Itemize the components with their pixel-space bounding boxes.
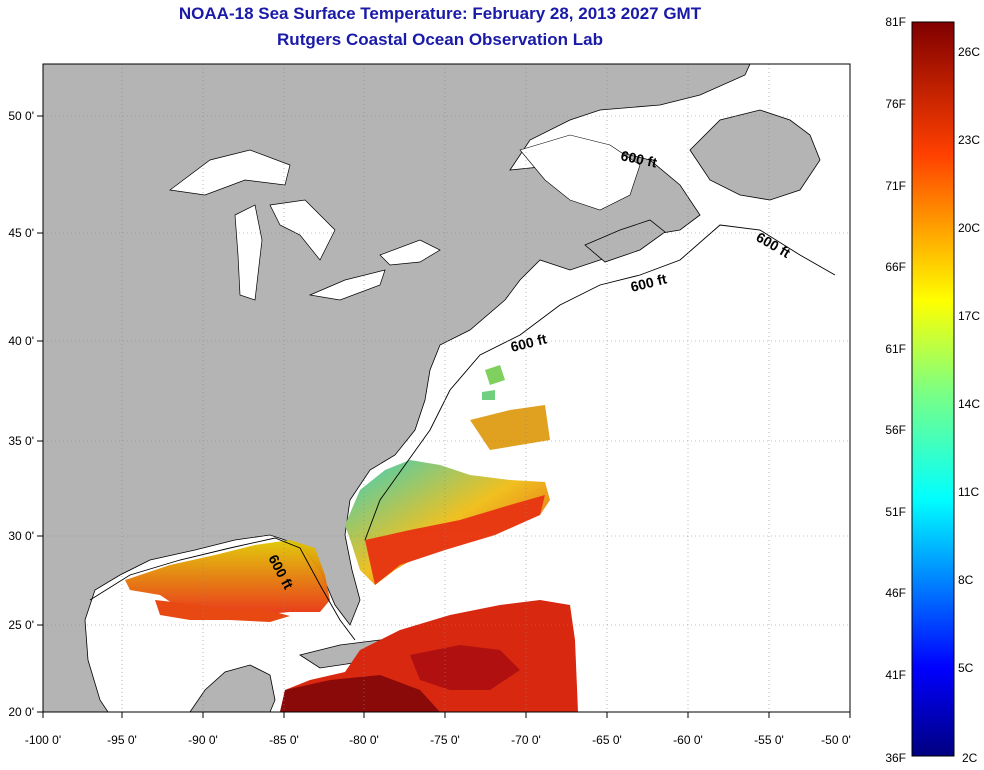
x-tick-label: -50 0': [821, 733, 851, 747]
x-tick-label: -100 0': [25, 733, 61, 747]
colorbar-f-label: 36F: [885, 751, 906, 765]
colorbar-c-label: 5C: [958, 661, 974, 675]
map-frame: [42, 63, 851, 713]
colorbar-f-label: 76F: [885, 97, 906, 111]
colorbar-c-labels: 26C 23C 20C 17C 14C 11C 8C 5C 2C: [958, 45, 980, 765]
colorbar-f-label: 81F: [885, 15, 906, 29]
map-title: NOAA-18 Sea Surface Temperature: Februar…: [178, 4, 702, 23]
colorbar-c-label: 20C: [958, 221, 980, 235]
sst-data: [125, 365, 578, 712]
land-nova-scotia: [584, 219, 666, 263]
x-tick-label: -95 0': [107, 733, 137, 747]
x-tick-label: -80 0': [349, 733, 379, 747]
y-tick-label: 25 0': [8, 618, 34, 632]
x-tick-label: -65 0': [592, 733, 622, 747]
colorbar-c-label: 17C: [958, 309, 980, 323]
colorbar-c-label: 26C: [958, 45, 980, 59]
colorbar-c-label: 2C: [962, 751, 978, 765]
colorbar-c-label: 23C: [958, 133, 980, 147]
colorbar-f-label: 56F: [885, 423, 906, 437]
y-tick-label: 45 0': [8, 226, 34, 240]
x-tick-label: -55 0': [754, 733, 784, 747]
colorbar-f-label: 46F: [885, 586, 906, 600]
colorbar-c-label: 8C: [958, 573, 974, 587]
y-axis-labels: 50 0' 45 0' 40 0' 35 0' 30 0' 25 0' 20 0…: [8, 109, 34, 719]
x-tick-label: -60 0': [673, 733, 703, 747]
colorbar-f-label: 51F: [885, 505, 906, 519]
colorbar-c-label: 14C: [958, 397, 980, 411]
x-tick-label: -70 0': [511, 733, 541, 747]
colorbar-f-label: 61F: [885, 342, 906, 356]
land-north-america: [43, 64, 751, 712]
x-tick-label: -75 0': [430, 733, 460, 747]
map-subtitle: Rutgers Coastal Ocean Observation Lab: [277, 30, 603, 49]
colorbar-c-label: 11C: [958, 485, 979, 499]
colorbar-f-label: 71F: [885, 179, 906, 193]
colorbar-f-labels: 81F 76F 71F 66F 61F 56F 51F 46F 41F 36F: [885, 15, 906, 765]
y-tick-label: 50 0': [8, 109, 34, 123]
great-lakes: [169, 149, 441, 301]
colorbar-f-label: 41F: [885, 668, 906, 682]
isobath-600ft: [89, 224, 836, 641]
y-tick-label: 30 0': [8, 529, 34, 543]
y-tick-label: 35 0': [8, 434, 34, 448]
y-tick-label: 20 0': [8, 705, 34, 719]
land-yucatan: [189, 664, 276, 712]
axis-ticks: [37, 115, 851, 718]
land-newfoundland: [689, 109, 821, 201]
x-tick-label: -90 0': [188, 733, 218, 747]
x-axis-labels: -100 0' -95 0' -90 0' -85 0' -80 0' -75 …: [25, 733, 851, 747]
gulf-st-lawrence: [519, 134, 641, 211]
colorbar: [911, 21, 955, 757]
graticule: [43, 64, 850, 712]
x-tick-label: -85 0': [269, 733, 299, 747]
y-tick-label: 40 0': [8, 334, 34, 348]
colorbar-f-label: 66F: [885, 260, 906, 274]
isobath-label-nfld: 600 ft: [619, 147, 658, 170]
